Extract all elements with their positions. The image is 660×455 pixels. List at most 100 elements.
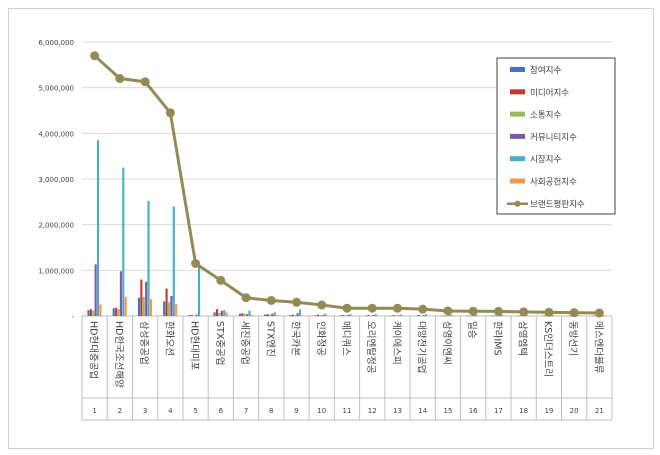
bar-소통지수 (470, 315, 473, 317)
bar-참여지수 (264, 314, 267, 316)
legend-label: 시장지수 (530, 154, 561, 165)
bar-사회공헌지수 (250, 315, 253, 316)
bar-사회공헌지수 (99, 304, 102, 316)
y-tick-label: 6,000,000 (38, 39, 74, 47)
x-rank-label: 10 (317, 407, 326, 415)
x-category-label: 한화오션 (163, 321, 174, 356)
x-rank-label: 2 (118, 407, 122, 415)
bar-시장지수 (122, 167, 125, 316)
line-point (90, 51, 100, 61)
bar-참여지수 (137, 297, 140, 316)
line-point (569, 308, 579, 318)
line-point (216, 275, 226, 285)
bar-커뮤니티지수 (321, 315, 324, 316)
bar-사회공헌지수 (528, 315, 531, 317)
bar-커뮤니티지수 (372, 315, 375, 316)
bar-소통지수 (369, 315, 372, 317)
legend-swatch (510, 67, 525, 72)
line-point (519, 307, 529, 317)
bar-커뮤니티지수 (246, 314, 249, 316)
line-point (392, 303, 402, 313)
bar-미디어지수 (518, 315, 521, 317)
bar-참여지수 (365, 315, 368, 317)
bar-참여지수 (592, 315, 595, 317)
bar-사회공헌지수 (402, 315, 405, 317)
x-category-label: 인화정공 (315, 321, 326, 356)
line-point (115, 74, 125, 84)
x-rank-label: 13 (393, 407, 402, 415)
line-point (342, 303, 352, 313)
x-category-label: 에스엔더블류 (592, 321, 603, 374)
line-point (443, 306, 453, 316)
line-point (241, 293, 251, 303)
bar-시장지수 (197, 266, 201, 316)
bar-소통지수 (167, 302, 171, 316)
bar-참여지수 (440, 315, 443, 317)
bar-참여지수 (339, 315, 342, 316)
bar-사회공헌지수 (276, 315, 279, 316)
brand-line (90, 51, 604, 318)
bar-참여지수 (188, 315, 191, 316)
bar-소통지수 (243, 313, 246, 316)
bar-소통지수 (319, 315, 322, 316)
bar-미디어지수 (468, 315, 471, 317)
x-rank-label: 8 (269, 407, 273, 415)
bar-소통지수 (193, 315, 196, 317)
bar-미디어지수 (594, 315, 597, 317)
bar-시장지수 (576, 315, 579, 316)
legend-label: 소통지수 (530, 111, 561, 121)
line-point (165, 108, 175, 118)
x-category-label: KS인더스트리 (542, 321, 553, 377)
bar-소통지수 (445, 315, 448, 317)
bar-참여지수 (465, 315, 469, 317)
x-rank-label: 20 (570, 407, 579, 415)
x-rank-label: 21 (595, 407, 604, 415)
x-rank-label: 9 (294, 407, 298, 415)
bar-사회공헌지수 (175, 304, 178, 316)
line-point (367, 303, 377, 313)
bar-사회공헌지수 (503, 315, 506, 317)
bar-커뮤니티지수 (119, 271, 122, 316)
bar-커뮤니티지수 (170, 295, 173, 316)
bar-참여지수 (112, 308, 115, 316)
bar-사회공헌지수 (149, 299, 152, 316)
line-point (191, 258, 201, 268)
x-rank-label: 17 (494, 407, 503, 415)
bar-소통지수 (142, 296, 145, 316)
x-rank-label: 5 (193, 407, 197, 415)
bar-참여지수 (289, 315, 292, 316)
bar-시장지수 (147, 200, 150, 316)
bar-시장지수 (526, 315, 529, 316)
x-category-label: 동방선기 (567, 321, 578, 356)
y-tick-label: 1,000,000 (38, 267, 74, 275)
bar-소통지수 (496, 315, 499, 317)
x-category-label: 한국카본 (290, 321, 301, 356)
bar-참여지수 (238, 313, 241, 316)
bar-커뮤니티지수 (347, 315, 350, 316)
bar-커뮤니티지수 (447, 315, 451, 317)
legend-label: 브랜드평판지수 (530, 199, 585, 210)
x-category-label: 한라IMS (491, 321, 502, 356)
bar-참여지수 (87, 310, 90, 316)
line-point (140, 77, 150, 87)
bar-시장지수 (500, 314, 503, 316)
line-point (292, 297, 302, 307)
bar-미디어지수 (190, 315, 193, 316)
x-category-label: STX엔진 (264, 321, 275, 357)
legend-swatch (510, 89, 525, 95)
x-category-label: 삼성중공업 (138, 321, 150, 365)
y-tick-label: - (71, 313, 74, 321)
x-category-label: HD현대중공업 (88, 321, 100, 379)
bar-커뮤니티지수 (195, 314, 198, 316)
line-point (544, 307, 554, 317)
bar-커뮤니티지수 (220, 310, 223, 316)
y-tick-label: 3,000,000 (38, 176, 74, 184)
line-point (493, 306, 503, 316)
bar-사회공헌지수 (326, 315, 329, 317)
x-rank-label: 11 (343, 407, 352, 415)
line-point (418, 304, 428, 314)
x-axis: HD현대중공업 1 HD한국조선해양 2 삼성중공업 3 한화오션 4 HD현대미포 5 STX중공… (81, 316, 613, 421)
bar-커뮤니티지수 (145, 281, 148, 316)
